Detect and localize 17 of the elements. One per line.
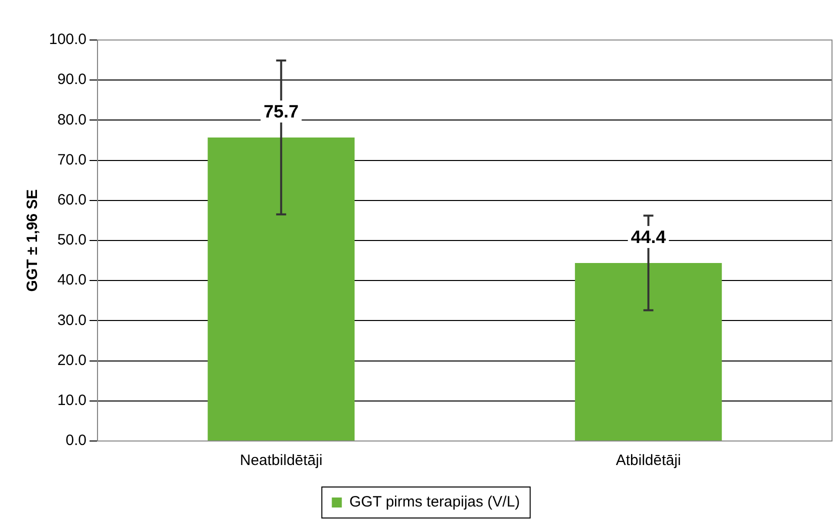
data-label: 75.7 [264, 101, 299, 122]
y-axis-title: GGT ± 1,96 SE [24, 189, 42, 292]
data-label: 44.4 [630, 226, 666, 247]
y-tick-label: 80.0 [57, 111, 87, 128]
y-tick-label: 90.0 [57, 71, 87, 88]
y-tick-label: 30.0 [57, 312, 87, 329]
y-tick-label: 10.0 [57, 392, 87, 410]
y-tick-label: 100.0 [48, 31, 87, 48]
y-tick-label: 70.0 [57, 151, 87, 168]
y-tick-label: 50.0 [57, 232, 87, 249]
legend-label: GGT pirms terapijas (V/L) [349, 494, 520, 511]
x-tick-label: Neatbildētāji [240, 452, 322, 470]
y-tick-label: 0.0 [66, 432, 87, 450]
x-tick-label: Atbildētāji [616, 452, 681, 470]
y-tick-label: 60.0 [57, 192, 87, 209]
y-tick-label: 40.0 [57, 272, 87, 289]
y-tick-label: 20.0 [57, 352, 87, 369]
